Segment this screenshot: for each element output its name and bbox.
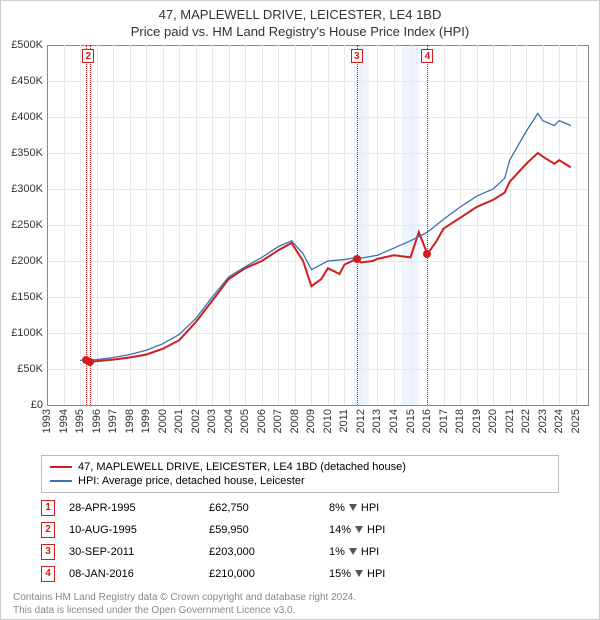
legend-label: HPI: Average price, detached house, Leic… (78, 475, 305, 487)
footer-line: Contains HM Land Registry data © Crown c… (13, 591, 587, 604)
sales-table: 1 28-APR-1995£62,7508% HPI 2 10-AUG-1995£59… (41, 497, 559, 585)
sale-date: 28-APR-1995 (69, 502, 209, 514)
x-axis-labels: 1993199419951996199719981999200020012002… (47, 405, 589, 449)
y-tick-label: £350K (11, 147, 47, 159)
x-tick-label: 1998 (124, 409, 136, 433)
x-tick-label: 2011 (338, 409, 350, 433)
y-tick-label: £500K (11, 39, 47, 51)
x-tick-label: 2000 (157, 409, 169, 433)
sale-marker-number: 3 (351, 49, 363, 63)
sale-price: £59,950 (209, 524, 329, 536)
y-tick-label: £100K (11, 327, 47, 339)
sale-dot (86, 358, 94, 366)
series-hpi (80, 113, 571, 360)
x-tick-label: 2010 (322, 409, 334, 433)
title-address: 47, MAPLEWELL DRIVE, LEICESTER, LE4 1BD (1, 7, 599, 24)
arrow-down-icon (355, 570, 363, 577)
x-tick-label: 2007 (272, 409, 284, 433)
title-block: 47, MAPLEWELL DRIVE, LEICESTER, LE4 1BD … (1, 1, 599, 45)
legend-label: 47, MAPLEWELL DRIVE, LEICESTER, LE4 1BD … (78, 461, 406, 473)
sale-price: £62,750 (209, 502, 329, 514)
arrow-down-icon (349, 548, 357, 555)
x-tick-label: 2009 (305, 409, 317, 433)
series-svg (47, 45, 589, 405)
x-tick-label: 2012 (355, 409, 367, 433)
sale-number: 1 (41, 500, 55, 516)
legend-swatch (50, 480, 72, 482)
sale-pct: 15% HPI (329, 568, 449, 580)
x-tick-label: 2013 (371, 409, 383, 433)
y-tick-label: £250K (11, 219, 47, 231)
y-tick-label: £50K (17, 363, 47, 375)
x-tick-label: 2018 (454, 409, 466, 433)
y-tick-label: £400K (11, 111, 47, 123)
y-tick-label: £300K (11, 183, 47, 195)
sale-dot (423, 250, 431, 258)
x-tick-label: 1996 (91, 409, 103, 433)
x-tick-label: 2020 (487, 409, 499, 433)
y-tick-label: £450K (11, 75, 47, 87)
y-tick-label: £150K (11, 291, 47, 303)
arrow-down-icon (355, 526, 363, 533)
x-tick-label: 2014 (388, 409, 400, 433)
x-tick-label: 2022 (520, 409, 532, 433)
x-tick-label: 2015 (405, 409, 417, 433)
legend-item: HPI: Average price, detached house, Leic… (50, 474, 550, 488)
x-tick-label: 2004 (223, 409, 235, 433)
x-tick-label: 2002 (190, 409, 202, 433)
x-tick-label: 2017 (438, 409, 450, 433)
x-tick-label: 2008 (289, 409, 301, 433)
x-tick-label: 1993 (41, 409, 53, 433)
x-tick-label: 1994 (58, 409, 70, 433)
sale-marker-number: 2 (82, 49, 94, 63)
y-tick-label: £200K (11, 255, 47, 267)
sale-pct: 8% HPI (329, 502, 449, 514)
x-tick-label: 2023 (537, 409, 549, 433)
chart-area: £0£50K£100K£150K£200K£250K£300K£350K£400… (47, 45, 589, 405)
x-tick-label: 1999 (140, 409, 152, 433)
title-subtitle: Price paid vs. HM Land Registry's House … (1, 24, 599, 41)
sale-number: 3 (41, 544, 55, 560)
x-tick-label: 1995 (74, 409, 86, 433)
x-tick-label: 2001 (173, 409, 185, 433)
sale-pct: 14% HPI (329, 524, 449, 536)
footer: Contains HM Land Registry data © Crown c… (13, 591, 587, 617)
chart-container: 47, MAPLEWELL DRIVE, LEICESTER, LE4 1BD … (0, 0, 600, 620)
x-tick-label: 2016 (421, 409, 433, 433)
sale-row: 3 30-SEP-2011£203,0001% HPI (41, 541, 559, 563)
x-tick-label: 2025 (570, 409, 582, 433)
x-tick-label: 1997 (107, 409, 119, 433)
sale-number: 2 (41, 522, 55, 538)
sale-date: 30-SEP-2011 (69, 546, 209, 558)
footer-line: This data is licensed under the Open Gov… (13, 604, 587, 617)
legend-item: 47, MAPLEWELL DRIVE, LEICESTER, LE4 1BD … (50, 460, 550, 474)
sale-date: 10-AUG-1995 (69, 524, 209, 536)
sale-row: 4 08-JAN-2016£210,00015% HPI (41, 563, 559, 585)
sale-row: 2 10-AUG-1995£59,95014% HPI (41, 519, 559, 541)
x-tick-label: 2019 (471, 409, 483, 433)
sale-dot (353, 255, 361, 263)
sale-number: 4 (41, 566, 55, 582)
sale-price: £210,000 (209, 568, 329, 580)
sale-date: 08-JAN-2016 (69, 568, 209, 580)
arrow-down-icon (349, 504, 357, 511)
sale-row: 1 28-APR-1995£62,7508% HPI (41, 497, 559, 519)
sale-marker-number: 4 (421, 49, 433, 63)
legend-swatch (50, 466, 72, 468)
sale-price: £203,000 (209, 546, 329, 558)
x-tick-label: 2024 (553, 409, 565, 433)
x-tick-label: 2005 (239, 409, 251, 433)
legend: 47, MAPLEWELL DRIVE, LEICESTER, LE4 1BD … (41, 455, 559, 493)
x-tick-label: 2021 (504, 409, 516, 433)
sale-pct: 1% HPI (329, 546, 449, 558)
x-tick-label: 2006 (256, 409, 268, 433)
x-tick-label: 2003 (206, 409, 218, 433)
